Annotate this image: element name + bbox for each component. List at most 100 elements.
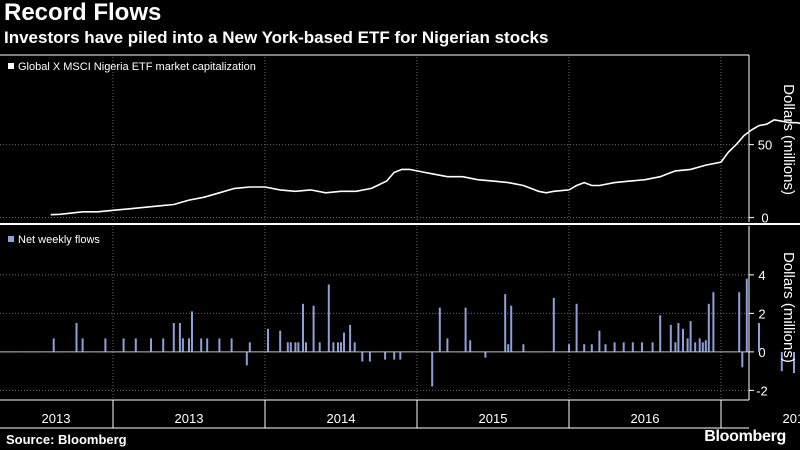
flow-bar [267,328,269,352]
chart-title: Record Flows [4,0,162,26]
flow-bar [504,294,507,352]
flow-bar [343,332,345,352]
flow-bar [590,344,593,352]
flow-bar [349,324,352,352]
year-label: 2013 [42,411,71,426]
flow-bar [613,342,616,352]
flow-bar [399,351,402,360]
top-y-axis-title: Dollars (millions) [780,84,797,195]
flow-bar [178,323,181,352]
flow-bar [622,342,625,352]
flow-bar [52,338,55,352]
flow-bar [510,305,513,352]
flow-bar [200,338,203,352]
flow-bar [583,344,586,352]
flow-bar [318,342,321,352]
top-y-tick-label: 50 [758,138,772,153]
year-label: 2016 [631,411,660,426]
flow-bar [81,338,84,352]
flow-bar [738,292,741,352]
flow-bar [793,351,795,374]
flow-bar [686,338,689,352]
flow-bar [712,292,715,352]
flow-bar [294,342,297,352]
flow-bar [297,342,300,352]
flow-bar [682,328,684,352]
flow-bar [337,342,339,352]
chart-subtitle: Investors have piled into a New York-bas… [4,28,549,47]
flow-bar [669,324,672,352]
flow-bar [150,338,152,352]
flow-bar [568,344,570,352]
flow-bar [134,338,137,352]
flow-bar [641,342,643,352]
flow-bar [245,351,248,366]
flows-legend-swatch [8,236,14,242]
flow-bar [464,307,467,352]
flow-bar [384,351,387,360]
flow-bar [332,342,335,352]
bottom-y-tick-label: 2 [758,306,765,321]
flow-bar [286,342,289,352]
flow-bar [191,311,193,352]
flow-bar [575,303,578,352]
flow-bar [522,344,525,352]
flow-bar [631,342,634,352]
flow-bar [361,351,364,362]
flows-legend: Net weekly flows [18,234,100,246]
market-cap-panel: Global X MSCI Nigeria ETF market capital… [0,54,800,226]
market-cap-line [50,118,800,216]
flow-bar [651,342,654,352]
flow-bar [353,342,356,352]
flow-bar [469,340,472,352]
x-axis: 2013 2014 2015 2016 2017 2013 [0,399,800,429]
flow-bar [552,298,555,352]
market-cap-legend: Global X MSCI Nigeria ETF market capital… [18,61,256,73]
flow-bar [701,342,704,352]
flow-bar [181,338,184,352]
flow-bar [507,344,510,352]
flow-bar [104,338,107,352]
bottom-y-tick-label: 0 [758,345,765,360]
flow-bar [780,351,783,372]
flow-bar [340,342,342,352]
year-label: 2015 [479,411,508,426]
bloomberg-logo: Bloomberg [704,428,786,445]
flow-bar [188,338,190,352]
flow-bar [484,351,487,358]
flow-bar [305,342,307,352]
flow-bar [758,323,760,352]
flow-bar [707,303,710,352]
bottom-y-axis-title: Dollars (millions) [780,252,797,363]
flow-bar [162,338,165,352]
flow-bar [431,351,434,387]
flow-bar [327,284,330,352]
year-label: 2013 [175,411,204,426]
year-label: 2014 [327,411,356,426]
flow-bar [218,338,221,352]
flow-bar [206,338,209,352]
flow-bar [438,307,441,352]
flow-bar [674,342,677,352]
flow-bar [302,303,304,352]
market-cap-legend-swatch [8,63,14,69]
flow-bar [698,338,701,352]
flow-bar [289,342,292,352]
flow-bar [75,323,78,352]
bottom-y-tick-label: 4 [758,268,765,283]
bottom-y-tick-label: -2 [756,383,768,398]
flow-bar [393,351,396,360]
flow-bar [446,338,449,352]
flow-bar [230,338,233,352]
flow-bar [368,351,371,362]
flow-bar [279,330,282,352]
flow-bar [689,321,692,352]
flow-bar [704,340,707,352]
flow-bar [745,278,748,352]
flow-bar [598,330,601,352]
flow-bar [659,315,662,352]
flow-bar [604,344,607,352]
top-y-tick-label: 0 [761,211,768,226]
flow-bar [122,338,125,352]
flow-bar [694,342,697,352]
